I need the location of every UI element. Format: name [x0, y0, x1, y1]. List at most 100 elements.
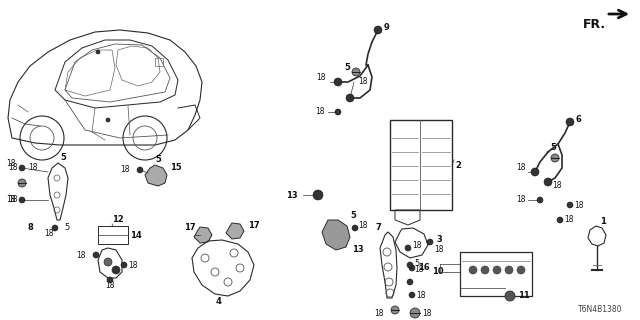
- Circle shape: [93, 252, 99, 258]
- Circle shape: [104, 258, 112, 266]
- Text: 18: 18: [422, 308, 431, 317]
- Text: 18: 18: [516, 196, 526, 204]
- Text: 18: 18: [28, 164, 38, 172]
- Text: 18: 18: [8, 196, 17, 204]
- Text: 9: 9: [384, 23, 390, 33]
- Text: 18: 18: [316, 108, 325, 116]
- Text: 10: 10: [433, 268, 444, 276]
- Text: 18: 18: [574, 201, 584, 210]
- Text: 18: 18: [317, 74, 326, 83]
- Circle shape: [410, 308, 420, 318]
- Polygon shape: [194, 227, 212, 243]
- Circle shape: [469, 266, 477, 274]
- Circle shape: [481, 266, 489, 274]
- Text: 18: 18: [374, 308, 384, 317]
- Circle shape: [107, 277, 113, 283]
- Circle shape: [19, 197, 25, 203]
- Text: 5: 5: [60, 153, 66, 162]
- Circle shape: [409, 265, 415, 271]
- Text: 5: 5: [344, 63, 350, 73]
- Bar: [155, 58, 163, 66]
- Circle shape: [374, 26, 382, 34]
- Text: 18: 18: [6, 158, 16, 167]
- Circle shape: [346, 94, 354, 102]
- Text: 13: 13: [352, 245, 364, 254]
- Text: 8: 8: [28, 223, 34, 233]
- Text: 15: 15: [170, 164, 182, 172]
- Text: 5: 5: [155, 156, 161, 164]
- Text: 18: 18: [416, 291, 426, 300]
- Circle shape: [96, 50, 100, 54]
- Text: FR.: FR.: [583, 18, 606, 31]
- Circle shape: [505, 291, 515, 301]
- Circle shape: [19, 165, 25, 171]
- Text: 18: 18: [358, 220, 367, 229]
- Text: 18: 18: [358, 77, 367, 86]
- Circle shape: [137, 167, 143, 173]
- Text: 18: 18: [564, 215, 573, 225]
- Text: 17: 17: [184, 223, 196, 233]
- Text: 6: 6: [576, 116, 582, 124]
- Bar: [460, 252, 532, 296]
- Text: 18: 18: [516, 164, 526, 172]
- Circle shape: [505, 266, 513, 274]
- Circle shape: [334, 78, 342, 86]
- Polygon shape: [322, 220, 350, 250]
- Text: 5: 5: [350, 211, 356, 220]
- Circle shape: [531, 168, 539, 176]
- Text: 18: 18: [105, 282, 115, 291]
- Text: 18: 18: [434, 245, 444, 254]
- Text: 18: 18: [128, 260, 138, 269]
- Text: 3: 3: [436, 236, 442, 244]
- Circle shape: [407, 262, 413, 268]
- Circle shape: [493, 266, 501, 274]
- Circle shape: [18, 179, 26, 187]
- Circle shape: [551, 154, 559, 162]
- Text: 17: 17: [248, 220, 260, 229]
- Circle shape: [517, 266, 525, 274]
- Text: 18: 18: [414, 266, 424, 275]
- Polygon shape: [226, 223, 244, 239]
- Circle shape: [405, 245, 411, 251]
- Circle shape: [537, 197, 543, 203]
- Text: 18: 18: [412, 242, 422, 251]
- Text: 11: 11: [518, 292, 530, 300]
- Circle shape: [121, 262, 127, 268]
- Circle shape: [352, 68, 360, 76]
- Text: 16: 16: [418, 263, 429, 273]
- Bar: [390, 120, 452, 210]
- Circle shape: [567, 202, 573, 208]
- Text: 18: 18: [120, 165, 130, 174]
- Circle shape: [52, 225, 58, 231]
- Text: 2: 2: [455, 161, 461, 170]
- Bar: [98, 226, 128, 244]
- Circle shape: [409, 292, 415, 298]
- Circle shape: [544, 178, 552, 186]
- Text: 4: 4: [215, 298, 221, 307]
- Text: 18: 18: [8, 164, 17, 172]
- Circle shape: [335, 109, 341, 115]
- Text: 5: 5: [550, 143, 556, 153]
- Text: 7: 7: [376, 223, 381, 233]
- Circle shape: [391, 306, 399, 314]
- Circle shape: [566, 118, 574, 126]
- Circle shape: [112, 266, 120, 274]
- Text: T6N4B1380: T6N4B1380: [577, 306, 622, 315]
- Polygon shape: [145, 165, 167, 186]
- Circle shape: [557, 217, 563, 223]
- Text: 5: 5: [414, 259, 419, 268]
- Circle shape: [313, 190, 323, 200]
- Text: 5: 5: [64, 223, 69, 233]
- Text: 18: 18: [552, 181, 561, 190]
- Text: 14: 14: [130, 230, 141, 239]
- Text: 1: 1: [600, 218, 606, 227]
- Circle shape: [106, 118, 110, 122]
- Circle shape: [352, 225, 358, 231]
- Text: 13: 13: [286, 190, 298, 199]
- Text: 18: 18: [77, 251, 86, 260]
- Text: 18: 18: [6, 196, 16, 204]
- Circle shape: [427, 239, 433, 245]
- Text: 18: 18: [44, 228, 54, 237]
- Text: 12: 12: [112, 215, 124, 225]
- Circle shape: [407, 279, 413, 285]
